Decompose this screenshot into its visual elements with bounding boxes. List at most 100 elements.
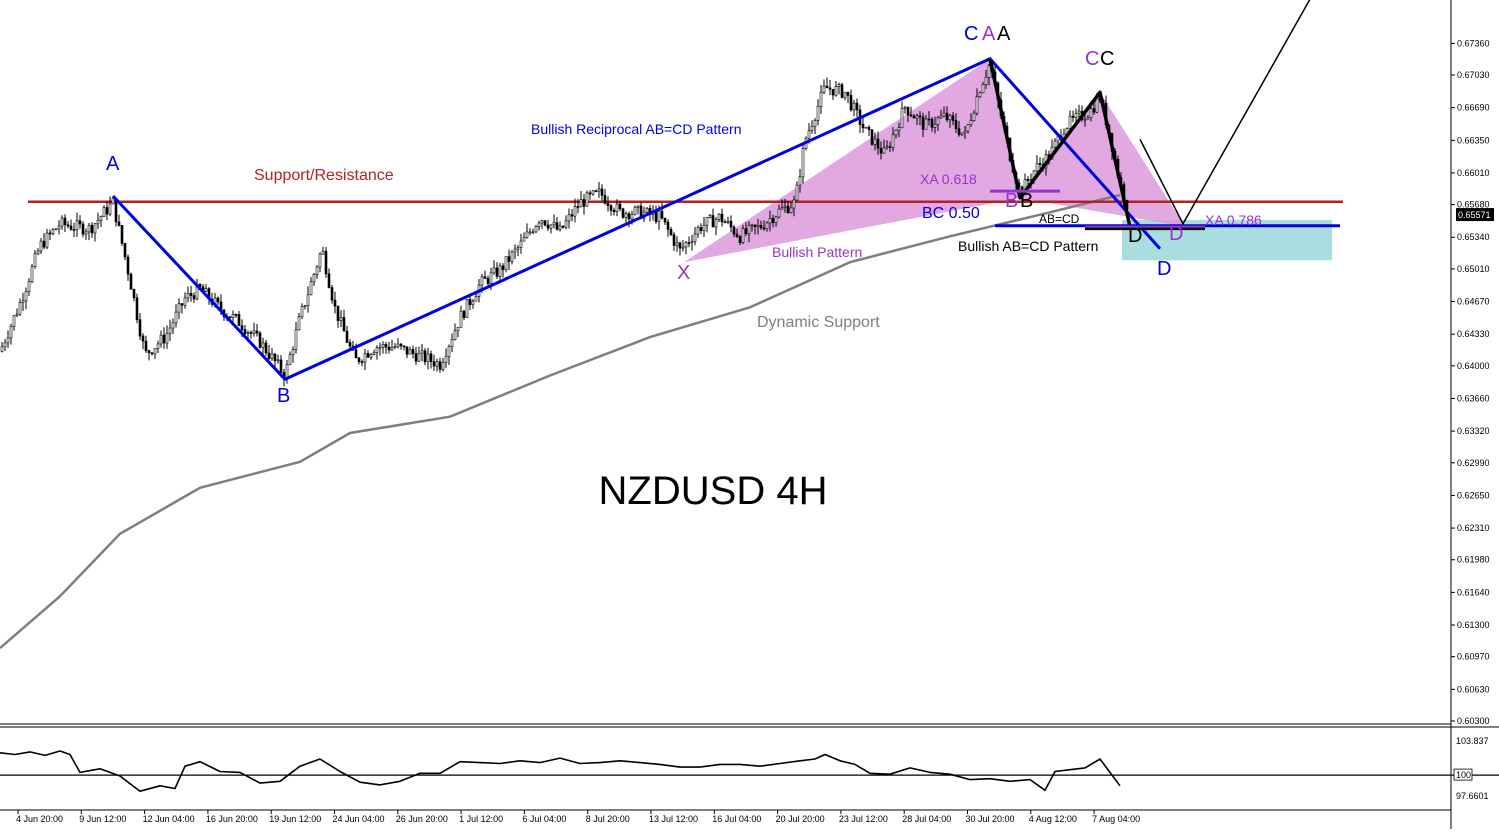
price-bar-body xyxy=(216,297,220,303)
price-bar-body xyxy=(444,356,448,363)
price-bar-body xyxy=(972,112,976,121)
price-bar-body xyxy=(645,208,649,213)
chart-title: NZDUSD 4H xyxy=(599,469,828,513)
price-tick-label: 0.64330 xyxy=(1457,329,1490,339)
time-tick-label: 26 Jun 20:00 xyxy=(396,814,448,824)
price-bar-body xyxy=(600,188,604,196)
price-bar-body xyxy=(297,316,301,331)
price-bar-body xyxy=(1026,178,1030,181)
price-bar-body xyxy=(879,148,883,154)
price-bar-body xyxy=(864,126,868,129)
price-bar-body xyxy=(630,213,634,220)
price-bar-body xyxy=(834,86,838,96)
time-tick-label: 12 Jun 04:00 xyxy=(143,814,195,824)
point-blue-a: A xyxy=(106,153,120,175)
point-black-c: C xyxy=(1100,48,1114,70)
current-price-tag: 0.65571 xyxy=(1456,208,1494,222)
price-bar-body xyxy=(933,123,937,128)
price-bar-body xyxy=(504,256,508,270)
price-bar-body xyxy=(507,256,511,262)
price-bar-body xyxy=(387,346,391,351)
price-bar-body xyxy=(1092,108,1096,113)
price-bar-body xyxy=(105,207,109,215)
price-bar-body xyxy=(510,251,514,262)
price-bar-body xyxy=(321,250,325,255)
purple-pattern-layer xyxy=(684,58,1185,263)
price-bar-body xyxy=(450,339,454,347)
price-bar-body xyxy=(744,228,748,235)
price-bar-body xyxy=(453,330,457,341)
point-black-d: D xyxy=(1128,225,1142,247)
time-tick-label: 23 Jul 12:00 xyxy=(839,814,888,824)
price-bar-body xyxy=(519,240,523,248)
price-bar-body xyxy=(489,272,493,284)
price-bar-body xyxy=(978,92,982,98)
time-tick-label: 16 Jul 04:00 xyxy=(712,814,761,824)
price-bar-body xyxy=(366,353,370,358)
price-bar-body xyxy=(681,246,685,249)
time-tick-label: 4 Jun 20:00 xyxy=(16,814,63,824)
price-bar-body xyxy=(828,87,832,90)
price-bar-body xyxy=(711,215,715,228)
price-bar-body xyxy=(555,222,559,230)
time-tick-label: 28 Jul 04:00 xyxy=(902,814,951,824)
price-bar-body xyxy=(540,220,544,224)
price-bar-body xyxy=(252,330,256,334)
price-bar-body xyxy=(627,213,631,220)
price-bar-body xyxy=(174,311,178,324)
price-bar-body xyxy=(561,225,565,228)
price-bar-body xyxy=(186,293,190,299)
price-bar-body xyxy=(891,134,895,148)
price-bar-body xyxy=(984,77,988,85)
price-bar-body xyxy=(741,228,745,243)
price-bar-body xyxy=(183,297,187,306)
price-bar-body xyxy=(426,353,430,363)
oscillator-line xyxy=(0,750,1121,793)
price-bar-body xyxy=(6,337,10,344)
price-tick-label: 0.61300 xyxy=(1457,620,1490,630)
price-bar-body xyxy=(399,343,403,347)
price-bar-body xyxy=(51,229,55,234)
price-bar-body xyxy=(459,310,463,328)
price-bar-body xyxy=(18,302,22,315)
price-bar-body xyxy=(756,224,760,228)
price-bar-body xyxy=(0,346,4,352)
price-bar-body xyxy=(762,227,766,230)
price-bar-body xyxy=(690,241,694,243)
price-bar-body xyxy=(126,256,130,275)
price-bar-body xyxy=(684,242,688,248)
price-bar-body xyxy=(888,146,892,148)
price-bar-body xyxy=(72,229,76,231)
price-bar-body xyxy=(357,357,361,362)
point-blue-d: D xyxy=(1157,258,1171,280)
price-bar-body xyxy=(231,314,235,319)
price-bar-body xyxy=(522,237,526,242)
price-bar-body xyxy=(441,362,445,370)
price-tick-label: 0.64000 xyxy=(1457,361,1490,371)
price-bar-body xyxy=(939,115,943,119)
price-bar-body xyxy=(474,296,478,302)
price-bar-body xyxy=(333,299,337,307)
price-bar-body xyxy=(21,300,25,303)
price-bar-body xyxy=(363,353,367,363)
price-bar-body xyxy=(465,299,469,318)
price-bar-body xyxy=(330,287,334,301)
price-tick-label: 0.66350 xyxy=(1457,135,1490,145)
time-tick-label: 19 Jun 12:00 xyxy=(269,814,321,824)
price-bar-body xyxy=(117,221,121,226)
price-bar-body xyxy=(483,276,487,279)
price-bar-body xyxy=(720,213,724,223)
price-bar-body xyxy=(693,233,697,242)
price-bar-body xyxy=(528,231,532,234)
point-blue-b: B xyxy=(277,385,290,407)
price-bar-body xyxy=(87,224,91,233)
price-bar-body xyxy=(924,118,928,130)
price-bar-body xyxy=(963,130,967,134)
price-bar-body xyxy=(594,190,598,193)
price-bar-body xyxy=(705,217,709,226)
price-bar-body xyxy=(1077,110,1081,114)
purple-triangle-bcd xyxy=(1020,92,1185,227)
price-bar-body xyxy=(789,207,793,213)
price-bar-body xyxy=(60,217,64,227)
price-bar-body xyxy=(975,96,979,114)
